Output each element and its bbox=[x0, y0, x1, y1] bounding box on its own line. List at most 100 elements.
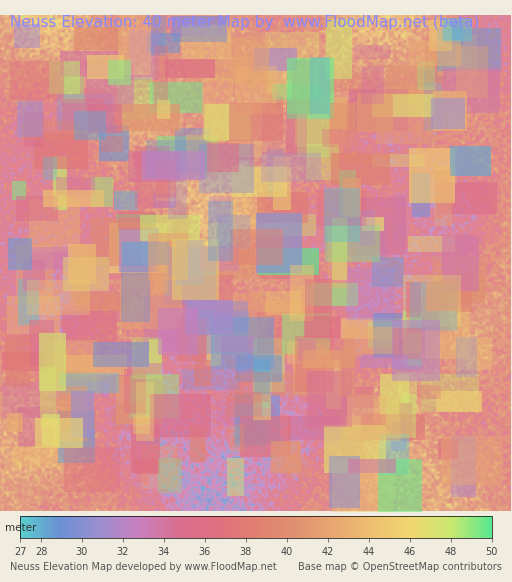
Bar bbox=[369, 322, 392, 347]
Bar bbox=[34, 133, 88, 169]
Bar bbox=[148, 233, 188, 280]
Bar bbox=[326, 225, 380, 262]
Bar bbox=[117, 104, 180, 131]
Bar bbox=[322, 129, 348, 147]
Bar bbox=[45, 340, 97, 394]
Bar bbox=[279, 300, 326, 320]
Bar bbox=[287, 58, 334, 119]
Bar bbox=[172, 16, 227, 42]
Bar bbox=[86, 62, 135, 112]
Bar bbox=[425, 308, 470, 359]
Bar bbox=[273, 157, 291, 210]
Bar bbox=[149, 82, 203, 113]
Bar bbox=[30, 247, 81, 269]
Bar bbox=[230, 37, 269, 86]
Bar bbox=[215, 336, 255, 352]
Bar bbox=[403, 311, 422, 365]
Bar bbox=[433, 91, 466, 131]
Bar bbox=[198, 310, 214, 335]
Bar bbox=[72, 245, 89, 306]
Bar bbox=[165, 59, 215, 78]
Bar bbox=[258, 248, 319, 275]
Bar bbox=[438, 439, 458, 459]
Bar bbox=[391, 422, 407, 451]
Bar bbox=[442, 235, 479, 290]
Bar bbox=[254, 48, 297, 71]
Bar bbox=[236, 355, 282, 382]
Bar bbox=[91, 218, 142, 265]
Bar bbox=[357, 94, 393, 132]
Bar bbox=[252, 338, 285, 392]
Bar bbox=[202, 78, 232, 139]
Bar bbox=[130, 30, 159, 80]
Bar bbox=[99, 125, 129, 161]
Bar bbox=[426, 281, 457, 311]
Bar bbox=[156, 157, 175, 201]
Bar bbox=[265, 33, 318, 93]
Bar bbox=[339, 318, 403, 339]
Bar bbox=[272, 84, 321, 100]
Bar bbox=[71, 391, 94, 438]
Bar bbox=[49, 61, 79, 94]
Bar bbox=[101, 136, 123, 151]
Bar bbox=[154, 46, 168, 105]
Bar bbox=[135, 146, 169, 208]
Bar bbox=[108, 61, 131, 85]
Bar bbox=[436, 182, 497, 214]
Bar bbox=[230, 229, 283, 265]
Bar bbox=[24, 112, 44, 147]
Bar bbox=[354, 219, 386, 260]
Bar bbox=[59, 374, 119, 393]
Bar bbox=[133, 337, 162, 379]
Bar bbox=[42, 190, 104, 207]
Bar bbox=[216, 198, 266, 236]
Bar bbox=[257, 192, 308, 223]
Bar bbox=[442, 22, 463, 44]
Bar bbox=[133, 151, 159, 168]
Bar bbox=[61, 311, 117, 342]
Bar bbox=[307, 371, 352, 427]
Bar bbox=[290, 265, 314, 321]
Bar bbox=[254, 359, 270, 407]
Bar bbox=[424, 70, 442, 132]
Bar bbox=[379, 434, 409, 475]
Bar bbox=[267, 149, 284, 199]
Bar bbox=[174, 203, 189, 257]
Bar bbox=[327, 19, 352, 79]
Bar bbox=[263, 80, 285, 139]
Bar bbox=[156, 161, 177, 198]
Bar bbox=[306, 144, 339, 180]
Bar bbox=[18, 279, 39, 325]
Bar bbox=[118, 15, 151, 75]
Bar bbox=[324, 187, 359, 242]
Bar bbox=[185, 300, 233, 335]
Bar bbox=[443, 68, 500, 113]
Bar bbox=[386, 394, 416, 438]
Bar bbox=[348, 459, 396, 474]
Bar bbox=[144, 296, 180, 352]
Bar bbox=[399, 403, 412, 441]
Bar bbox=[261, 152, 321, 182]
Bar bbox=[186, 136, 218, 175]
Bar bbox=[60, 51, 119, 77]
Bar bbox=[229, 103, 283, 141]
Bar bbox=[297, 339, 316, 361]
Bar bbox=[84, 88, 122, 102]
Bar bbox=[158, 457, 182, 493]
Bar bbox=[457, 337, 492, 370]
Bar bbox=[348, 267, 395, 320]
Bar bbox=[200, 246, 239, 271]
Bar bbox=[151, 394, 211, 437]
Bar bbox=[328, 228, 348, 288]
Bar bbox=[304, 316, 340, 338]
Bar bbox=[326, 360, 342, 409]
Bar bbox=[353, 387, 374, 407]
Bar bbox=[360, 355, 408, 368]
Bar bbox=[378, 459, 422, 515]
Bar bbox=[12, 446, 61, 469]
Bar bbox=[287, 248, 310, 286]
Bar bbox=[168, 161, 187, 219]
Bar bbox=[59, 411, 96, 430]
Bar bbox=[16, 196, 58, 221]
Bar bbox=[436, 391, 481, 413]
